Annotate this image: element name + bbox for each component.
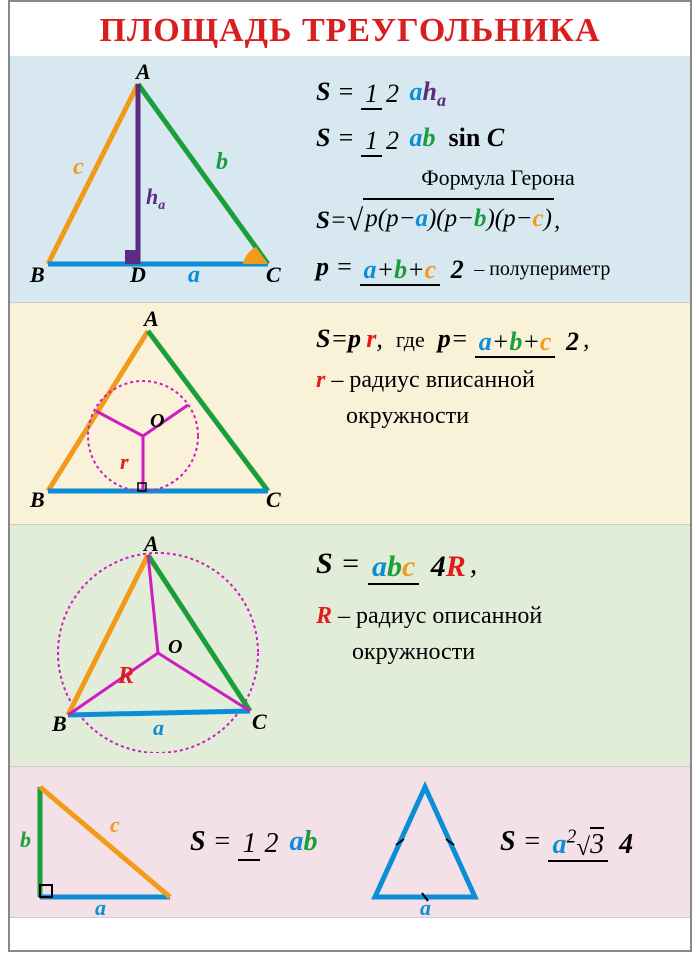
svg-text:a: a [95,895,106,917]
svg-text:A: A [142,311,159,331]
svg-text:b: b [20,827,31,852]
svg-text:c: c [73,154,84,180]
svg-text:C: C [266,487,281,511]
svg-text:a: a [153,715,164,740]
svg-text:ha: ha [146,184,165,213]
section-special: b a c S = 12 ab a S = a2√3 4 [10,767,690,918]
r-desc2: окружности [346,403,469,429]
svg-text:C: C [266,262,281,284]
formulas-basic: S = 12 aha S = 12 ab sin C Формула Герон… [306,56,690,302]
diagram-inscribed: A B C O r [10,303,306,524]
svg-text:B: B [29,487,45,511]
formula-half-ah: S = 12 aha [316,72,680,114]
diagram-circumscribed: A B C O R a [10,525,306,766]
R-desc1: радиус описанной [356,603,542,629]
equilateral-svg: a [360,767,490,917]
R-description: R – радиус описанной окружности [316,598,680,670]
formula-right: S = 12 ab [180,821,360,863]
svg-text:b: b [216,149,228,175]
triangle-svg-2: A B C O r [18,311,298,511]
formula-abc-4R: S = abc 4R , [316,541,680,586]
triangle-svg-1: A B C D c b a ha [18,64,298,284]
formula-S-pr: S=p r, где p= a+b+c 2 , [316,319,680,358]
svg-text:R: R [117,663,134,689]
svg-text:A: A [134,64,151,84]
footer [10,918,690,950]
heron-label: Формула Герона [316,161,680,194]
svg-text:C: C [252,709,267,734]
section-inscribed: A B C O r S=p r, где p= a+b+c 2 , r – ра… [10,303,690,525]
svg-text:D: D [129,262,146,284]
svg-text:A: A [142,533,159,556]
formulas-inscribed: S=p r, где p= a+b+c 2 , r – радиус вписа… [306,303,690,524]
page-title: ПЛОЩАДЬ ТРЕУГОЛЬНИКА [10,2,690,56]
svg-text:O: O [168,636,182,658]
formula-half-ab-sinC: S = 12 ab sin C [316,118,680,157]
r-description: r – радиус вписанной окружности [316,362,680,434]
formula-semiperimeter: p = a+b+c 2 – полупериметр [316,247,680,286]
semiper-label: полупериметр [489,258,610,280]
svg-text:B: B [51,711,67,736]
formulas-circumscribed: S = abc 4R , R – радиус описанной окружн… [306,525,690,766]
r-desc1: радиус вписанной [349,367,535,393]
R-desc2: окружности [352,639,475,665]
right-triangle-svg: b a c [10,767,180,917]
svg-text:c: c [110,812,120,837]
svg-text:B: B [29,262,45,284]
svg-text:O: O [150,410,164,432]
triangle-svg-3: A B C O R a [18,533,298,753]
poster: ПЛОЩАДЬ ТРЕУГОЛЬНИКА A B C D c [8,0,692,952]
section-circumscribed: A B C O R a S = abc 4R , R – радиус опис… [10,525,690,767]
svg-text:a: a [188,262,200,284]
section-basic: A B C D c b a ha S = 12 aha S = 12 ab si… [10,56,690,303]
svg-text:r: r [120,449,129,474]
formula-equilateral: S = a2√3 4 [490,821,690,863]
title-text: ПЛОЩАДЬ ТРЕУГОЛЬНИКА [99,12,600,49]
formula-heron: S=√p(p−a)(p−b)(p−c), [316,198,680,243]
svg-text:a: a [420,895,431,917]
diagram-basic: A B C D c b a ha [10,56,306,302]
where-label: где [396,327,425,352]
